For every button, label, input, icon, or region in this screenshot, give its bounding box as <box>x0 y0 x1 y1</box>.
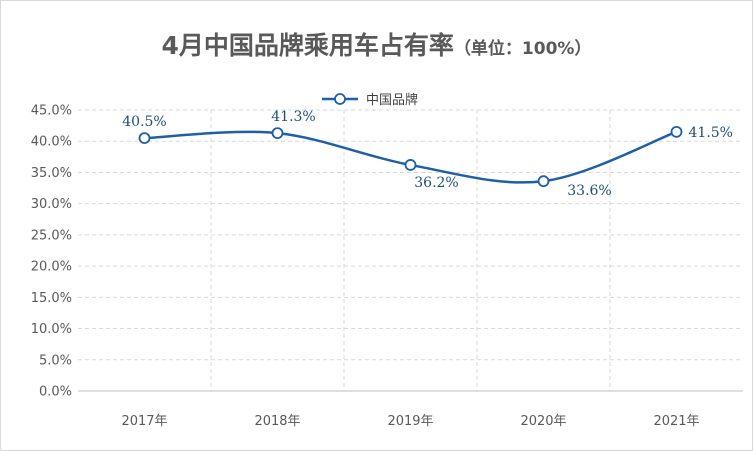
y-tick-label: 45.0% <box>31 104 72 119</box>
chart-title-block: 4月中国品牌乘用车占有率（单位：100%） <box>0 26 753 62</box>
y-tick-label: 15.0% <box>31 291 72 306</box>
legend-label: 中国品牌 <box>366 92 418 108</box>
data-point <box>670 125 683 138</box>
series-layer: 40.5% 41.3% 36.2% 33.6% 41.5% <box>122 109 733 199</box>
x-axis: 2017年 2018年 2019年 2020年 2021年 <box>78 390 743 429</box>
gridlines <box>78 109 743 391</box>
y-axis: 0.0% 5.0% 10.0% 15.0% 20.0% 25.0% 30.0% 35.0% 40… <box>31 104 72 400</box>
data-point <box>404 159 417 171</box>
y-tick-label: 20.0% <box>31 260 72 275</box>
x-tick-label: 2019年 <box>387 414 433 429</box>
legend-swatch-marker <box>334 93 346 105</box>
y-tick-label: 30.0% <box>31 197 72 212</box>
data-point <box>271 127 284 140</box>
data-label: 33.6% <box>567 183 611 199</box>
data-label: 40.5% <box>122 114 166 130</box>
data-point <box>138 132 151 145</box>
data-label: 36.2% <box>414 175 458 191</box>
chart-title: 4月中国品牌乘用车占有率 <box>161 31 454 60</box>
series-line <box>144 130 677 184</box>
legend: 中国品牌 <box>322 92 418 108</box>
y-tick-label: 40.0% <box>31 135 72 150</box>
x-tick-label: 2020年 <box>520 414 566 429</box>
y-tick-label: 5.0% <box>39 353 72 368</box>
x-tick-label: 2018年 <box>254 414 300 429</box>
data-point <box>537 175 550 188</box>
x-tick-label: 2021年 <box>653 414 699 429</box>
data-label: 41.3% <box>271 109 315 125</box>
y-tick-label: 0.0% <box>39 385 72 400</box>
chart-unit: （单位：100%） <box>453 39 592 59</box>
data-label: 41.5% <box>689 125 733 141</box>
y-tick-label: 25.0% <box>31 228 72 243</box>
y-tick-label: 10.0% <box>31 322 72 337</box>
x-tick-label: 2017年 <box>121 414 167 429</box>
y-tick-label: 35.0% <box>31 166 72 181</box>
